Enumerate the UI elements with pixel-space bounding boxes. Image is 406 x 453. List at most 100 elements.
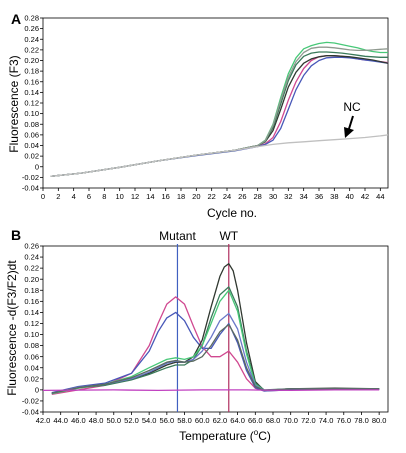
panel-b-x-tick-label: 46.0 bbox=[71, 416, 86, 425]
panel-a-y-tick-label: 0.24 bbox=[24, 35, 39, 44]
panel-a-x-tick-label: 2 bbox=[56, 192, 60, 201]
panel-b-x-axis-label: Temperature (oC) bbox=[179, 428, 271, 443]
panel-a-x-tick-label: 20 bbox=[192, 192, 200, 201]
panel-a-y-tick-label: 0.18 bbox=[24, 67, 39, 76]
panel-b-x-tick-label: 66.0 bbox=[248, 416, 263, 425]
panel-a-series-line-7 bbox=[50, 134, 389, 177]
panel-b-x-tick-label: 56.0 bbox=[160, 416, 175, 425]
panel-b-y-tick-label: 0.24 bbox=[24, 253, 39, 262]
panel-b-x-tick-label: 64.0 bbox=[230, 416, 245, 425]
panel-a-x-tick-label: 8 bbox=[102, 192, 106, 201]
panel-a: A -0.04 -0.02 00.02 0.04 0.060.08 0.100.12 0.1… bbox=[7, 11, 389, 220]
panel-b-y-tick-label: 0.04 bbox=[24, 363, 39, 372]
panel-a-y-tick-label: -0.04 bbox=[22, 184, 39, 193]
panel-a-y-tick-label: 0 bbox=[35, 162, 39, 171]
panel-a-x-tick-label: 44 bbox=[376, 192, 384, 201]
panel-a-x-tick-label: 24 bbox=[223, 192, 231, 201]
panel-b-x-tick-label: 74.0 bbox=[319, 416, 334, 425]
panel-a-nc-annotation: NC bbox=[343, 100, 361, 114]
panel-a-x-tick-label: 26 bbox=[238, 192, 246, 201]
panel-a-x-tick-label: 16 bbox=[161, 192, 169, 201]
panel-a-x-tick-label: 12 bbox=[131, 192, 139, 201]
panel-a-y-tick-label: 0.10 bbox=[24, 109, 39, 118]
panel-a-series-line-1 bbox=[50, 41, 388, 177]
panel-a-y-tick-label: 0.08 bbox=[24, 120, 39, 129]
panel-a-y-tick-label: 0.28 bbox=[24, 14, 39, 23]
panel-b-x-tick-label: 54.0 bbox=[142, 416, 157, 425]
panel-b-y-tick-label: 0.14 bbox=[24, 308, 39, 317]
panel-b-y-axis-label: Fluorescence -d(F3/F2)dt bbox=[5, 260, 19, 396]
panel-a-y-tick-label: 0.16 bbox=[24, 77, 39, 86]
panel-b-y-tick-label: 0.12 bbox=[24, 319, 39, 328]
panel-b-y-tick-label: 0.22 bbox=[24, 264, 39, 273]
panel-b-y-tick-label: 0.02 bbox=[24, 374, 39, 383]
panel-a-y-tick-label: 0.06 bbox=[24, 130, 39, 139]
panel-a-y-tick-label: 0.20 bbox=[24, 56, 39, 65]
panel-a-x-tick-label: 4 bbox=[72, 192, 76, 201]
panel-a-y-axis-label: Fluorescence (F3) bbox=[7, 55, 21, 152]
panel-b: B -0.04 -0.02 0 0.02 0.04 0.06 0.08 0.10 0.12 0.1… bbox=[5, 227, 389, 443]
panel-b-x-tick-label: 80.0 bbox=[372, 416, 387, 425]
panel-b-series-line-8 bbox=[42, 389, 380, 392]
panel-b-y-tick-label: 0.20 bbox=[24, 275, 39, 284]
panel-b-wt-marker-label: WT bbox=[219, 229, 238, 243]
panel-a-y-tick-label: -0.02 bbox=[22, 173, 39, 182]
panel-a-y-tick-label: 0.12 bbox=[24, 99, 39, 108]
panel-a-y-tick-label: 0.04 bbox=[24, 141, 39, 150]
panel-a-y-tick-label: 0.22 bbox=[24, 45, 39, 54]
panel-a-x-axis-label: Cycle no. bbox=[207, 206, 257, 220]
panel-b-series-line-6 bbox=[51, 312, 380, 394]
panel-b-x-tick-label: 48.0 bbox=[89, 416, 104, 425]
panel-b-x-tick-label: 68.0 bbox=[266, 416, 281, 425]
panel-a-x-tick-label: 30 bbox=[269, 192, 277, 201]
panel-a-x-tick-label: 28 bbox=[253, 192, 261, 201]
panel-b-x-tick-label: 44.0 bbox=[53, 416, 68, 425]
panel-a-x-tick-label: 34 bbox=[299, 192, 307, 201]
panel-a-x-tick-label: 18 bbox=[177, 192, 185, 201]
panel-b-x-tick-label: 76.0 bbox=[336, 416, 351, 425]
panel-b-x-tick-label: 42.0 bbox=[36, 416, 51, 425]
panel-b-x-tick-label: 70.0 bbox=[283, 416, 298, 425]
panel-a-series-line-5 bbox=[50, 51, 388, 177]
panel-b-y-tick-label: 0.10 bbox=[24, 330, 39, 339]
nc-arrow bbox=[344, 115, 354, 138]
panel-a-series-line-4 bbox=[50, 55, 389, 177]
panel-b-mutant-marker-label: Mutant bbox=[159, 229, 196, 243]
panel-b-y-tick-label: 0.18 bbox=[24, 286, 39, 295]
panel-b-x-tick-label: 58.0 bbox=[177, 416, 192, 425]
panel-a-x-tick-label: 32 bbox=[284, 192, 292, 201]
panel-b-series-line-2 bbox=[51, 311, 380, 394]
panel-a-plot: -0.04 -0.02 00.02 0.04 0.060.08 0.100.12 0.14 0… bbox=[22, 14, 389, 201]
panel-a-x-tick-label: 22 bbox=[207, 192, 215, 201]
panel-a-series-line-2 bbox=[50, 55, 389, 177]
panel-b-x-tick-label: 52.0 bbox=[124, 416, 139, 425]
panel-a-x-tick-label: 40 bbox=[345, 192, 353, 201]
panel-b-y-tick-label: -0.02 bbox=[22, 397, 39, 406]
panel-b-x-tick-label: 62.0 bbox=[213, 416, 228, 425]
panel-a-x-tick-label: 6 bbox=[87, 192, 91, 201]
panel-b-y-tick-label: -0.04 bbox=[22, 408, 39, 417]
panel-b-plot: -0.04 -0.02 0 0.02 0.04 0.06 0.08 0.10 0.12 0.14 0… bbox=[22, 229, 389, 425]
panel-a-letter: A bbox=[11, 11, 21, 27]
panel-b-letter: B bbox=[11, 227, 21, 243]
panel-a-series-line-6 bbox=[50, 46, 389, 177]
panel-b-y-tick-label: 0.08 bbox=[24, 341, 39, 350]
panel-b-x-tick-label: 72.0 bbox=[301, 416, 316, 425]
panel-b-y-tick-label: 0.16 bbox=[24, 297, 39, 306]
panel-b-x-tick-label: 60.0 bbox=[195, 416, 210, 425]
panel-b-y-tick-label: 0.06 bbox=[24, 352, 39, 361]
panel-b-y-tick-label: 0.26 bbox=[24, 242, 39, 251]
panel-a-x-tick-label: 42 bbox=[361, 192, 369, 201]
panel-b-series-line-7 bbox=[51, 323, 380, 394]
panel-a-y-tick-label: 0.26 bbox=[24, 24, 39, 33]
panel-a-series-line-3 bbox=[50, 56, 389, 177]
panel-b-y-tick-label: 0 bbox=[35, 385, 39, 394]
panel-a-y-tick-label: 0.14 bbox=[24, 88, 39, 97]
panel-b-plot-frame bbox=[42, 245, 389, 413]
panel-b-series-line-4 bbox=[51, 286, 380, 394]
panel-a-x-tick-label: 10 bbox=[115, 192, 123, 201]
panel-a-y-tick-label: 0.02 bbox=[24, 152, 39, 161]
panel-a-x-tick-label: 14 bbox=[146, 192, 154, 201]
panel-a-x-tick-label: 38 bbox=[330, 192, 338, 201]
